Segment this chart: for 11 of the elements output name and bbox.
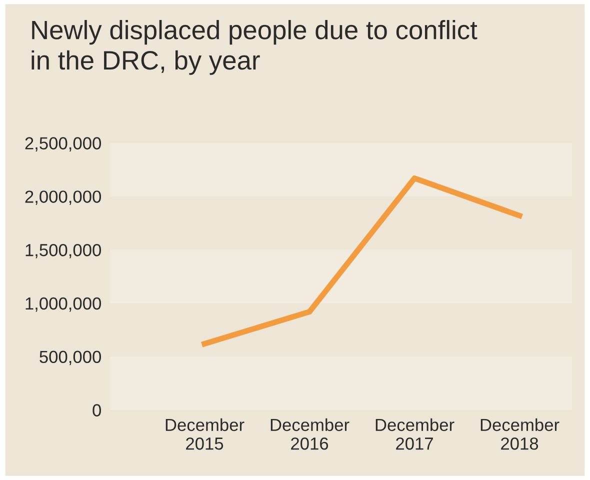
- y-tick-label: 1,500,000: [26, 244, 101, 258]
- x-tick-label: December 2018: [480, 418, 560, 450]
- y-tick-label: 1,000,000: [26, 297, 101, 312]
- x-tick-label: December 2015: [166, 418, 244, 450]
- x-tick-label: December 2016: [270, 418, 350, 450]
- chart-title: Newly displaced people due to conflict in the DRC, by year: [32, 20, 478, 75]
- y-tick-label: 2,500,000: [25, 137, 101, 152]
- y-tick-label: 0: [92, 404, 101, 416]
- y-tick-label: 500,000: [40, 350, 101, 366]
- y-tick-label: 2,000,000: [25, 190, 101, 205]
- x-tick-label: December 2017: [376, 418, 454, 450]
